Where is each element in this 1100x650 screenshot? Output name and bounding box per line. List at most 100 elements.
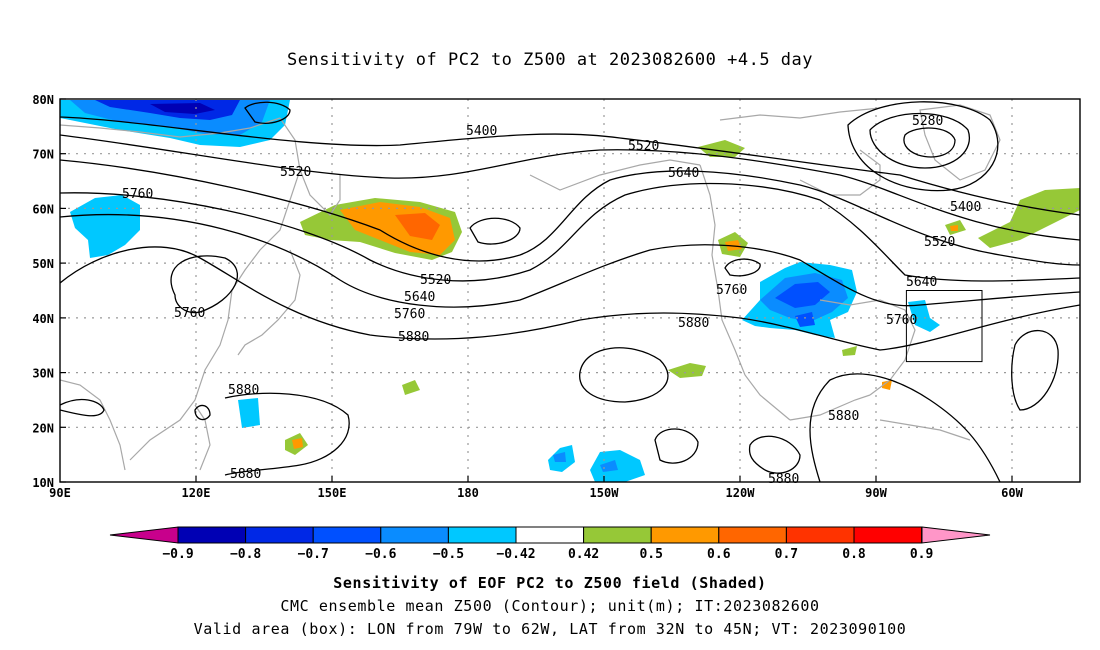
contour-label: 5400 xyxy=(466,124,497,139)
colorbar-cell xyxy=(177,526,247,544)
caption-shaded: Sensitivity of EOF PC2 to Z500 field (Sh… xyxy=(333,574,767,592)
contour-label: 5640 xyxy=(404,290,435,305)
lon-label: 180 xyxy=(457,486,479,500)
contour-line xyxy=(469,217,521,245)
lon-label: 90W xyxy=(865,486,887,500)
contour-label: 5760 xyxy=(122,187,153,202)
lon-label: 60W xyxy=(1001,486,1023,500)
contour-line xyxy=(60,134,1080,241)
colorbar-high-end xyxy=(921,526,991,544)
lat-label: 10N xyxy=(32,476,54,490)
contour-label: 5880 xyxy=(398,330,429,345)
contour-line xyxy=(869,112,971,169)
coast-na-west xyxy=(699,164,791,421)
contour-line xyxy=(60,159,1080,266)
pos-region-npac-core2 xyxy=(395,213,440,240)
contour-label: 5760 xyxy=(716,283,747,298)
contour-label: 5880 xyxy=(678,316,709,331)
colorbar-label: 0.8 xyxy=(842,547,866,562)
contour-line xyxy=(847,101,999,192)
colorbar-label: 0.6 xyxy=(707,547,731,562)
lon-label: 120W xyxy=(726,486,756,500)
pos-region-small1-core xyxy=(292,438,303,449)
lat-label: 70N xyxy=(32,148,54,162)
coast-arctic-islands xyxy=(719,107,881,121)
coast-japan xyxy=(237,249,301,356)
caption-valid-area: Valid area (box): LON from 79W to 62W, L… xyxy=(193,620,907,638)
lat-label: 60N xyxy=(32,202,54,216)
contour-line xyxy=(1011,329,1059,411)
contour-label: 5760 xyxy=(174,306,205,321)
neg-region-wpac xyxy=(238,398,260,428)
colorbar-label: −0.5 xyxy=(433,547,464,562)
lat-label: 30N xyxy=(32,367,54,381)
contour-label: 5760 xyxy=(886,313,917,328)
contour-line xyxy=(60,246,1080,351)
lon-label: 120E xyxy=(182,486,211,500)
shaded-sensitivity xyxy=(60,100,1080,482)
neg-region-arctic-core3 xyxy=(150,103,215,114)
pos-region-ne xyxy=(978,188,1080,248)
colorbar-cell xyxy=(447,526,517,544)
longitude-labels: 90E 120E 150E 180 150W 120W 90W 60W xyxy=(49,486,1023,500)
contour-labels: 5400 5280 5520 5520 5640 5760 5400 5520 … xyxy=(122,114,981,487)
pos-region-small7 xyxy=(882,380,892,390)
contour-line xyxy=(903,127,956,158)
contour-label: 5520 xyxy=(280,165,311,180)
colorbar-cell xyxy=(245,526,314,544)
coast-indochina xyxy=(60,379,126,471)
colorbar-label: −0.8 xyxy=(230,547,261,562)
contour-label: 5880 xyxy=(768,472,799,487)
lon-label: 150E xyxy=(318,486,347,500)
contour-label: 5760 xyxy=(394,307,425,322)
lat-label: 50N xyxy=(32,257,54,271)
contour-label: 5520 xyxy=(924,235,955,250)
colorbar-cell xyxy=(312,526,382,544)
coast-gulf xyxy=(789,394,871,421)
valid-area-box xyxy=(905,290,983,363)
z500-contours xyxy=(60,101,1080,482)
neg-region-box xyxy=(908,300,940,332)
colorbar: −0.9 −0.8 −0.7 −0.6 −0.5 −0.42 0.42 0.5 0.6 0.7 0.… xyxy=(109,526,991,562)
contour-line xyxy=(60,214,1080,308)
contour-line xyxy=(244,101,291,124)
contour-line xyxy=(224,392,350,476)
contour-line xyxy=(60,116,1080,216)
coast-philippines xyxy=(194,404,211,471)
neg-region-namer-core2 xyxy=(775,282,830,308)
neg-region-asia xyxy=(70,195,140,258)
colorbar-label: 0.5 xyxy=(639,547,662,562)
colorbar-cell xyxy=(515,526,585,544)
lat-label: 20N xyxy=(32,421,54,435)
colorbar-cell xyxy=(718,526,787,544)
colorbar-low-end xyxy=(109,526,179,544)
contour-line xyxy=(194,404,211,421)
colorbar-cell xyxy=(853,526,923,544)
contour-line xyxy=(579,347,669,403)
colorbar-label: 0.9 xyxy=(910,547,933,562)
contour-line xyxy=(654,428,699,464)
lat-label: 80N xyxy=(32,93,54,107)
contour-label: 5880 xyxy=(230,467,261,482)
lon-label: 150W xyxy=(590,486,620,500)
contour-line xyxy=(809,373,1001,482)
neg-region-namer-core3 xyxy=(795,312,815,327)
pos-region-small2 xyxy=(402,380,420,395)
coast-greenland xyxy=(919,104,1001,181)
caption-contour: CMC ensemble mean Z500 (Contour); unit(m… xyxy=(280,597,820,615)
neg-region-cpac-core xyxy=(553,452,566,462)
axis-ticks xyxy=(60,98,1013,483)
contour-label: 5400 xyxy=(950,200,981,215)
coast-na-east xyxy=(819,299,916,396)
contour-label: 5280 xyxy=(912,114,943,129)
pos-region-small3 xyxy=(668,363,706,378)
contour-label: 5880 xyxy=(828,409,859,424)
contour-label: 5640 xyxy=(668,166,699,181)
lat-label: 40N xyxy=(32,312,54,326)
colorbar-cell xyxy=(583,526,652,544)
colorbar-cell xyxy=(650,526,720,544)
colorbar-cell xyxy=(785,526,855,544)
neg-region-cpac2 xyxy=(590,450,645,482)
contour-label: 5640 xyxy=(906,275,937,290)
